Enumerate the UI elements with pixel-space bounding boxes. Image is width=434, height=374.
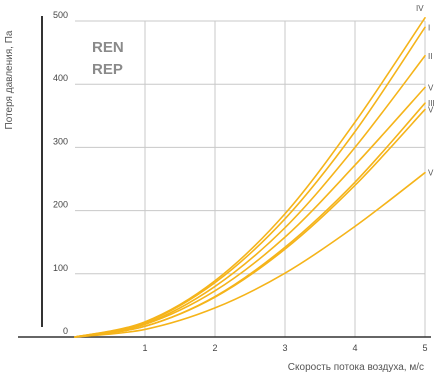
- series-label-VII: VII: [428, 169, 434, 178]
- series-labels: IVIIIVIIIVIVII: [416, 4, 434, 178]
- series-line-VII: [74, 171, 426, 338]
- series-line-IV: [74, 17, 426, 338]
- x-tick-label: 3: [282, 343, 287, 353]
- series-label-V: V: [428, 83, 434, 92]
- y-tick-label: 500: [53, 10, 68, 20]
- series-line-I: [74, 26, 426, 338]
- y-tick-labels: 0 100 200 300 400 500: [53, 10, 68, 336]
- grid-lines: [75, 20, 426, 337]
- y-tick-label: 0: [63, 326, 68, 336]
- x-axis-title: Скорость потока воздуха, м/с: [288, 362, 424, 373]
- x-tick-labels: 1 2 3 4 5: [142, 343, 427, 353]
- series-lines: [74, 17, 426, 338]
- y-axis-title: Потеря давления, Па: [4, 30, 15, 129]
- series-label-VI: VI: [428, 105, 434, 114]
- y-tick-label: 200: [53, 200, 68, 210]
- x-tick-label: 5: [422, 343, 427, 353]
- series-label-III: III: [428, 99, 434, 108]
- model-label-ren: REN: [92, 39, 124, 56]
- series-line-III: [74, 102, 426, 338]
- y-tick-label: 300: [53, 136, 68, 146]
- x-tick-label: 2: [212, 343, 217, 353]
- y-tick-label: 400: [53, 73, 68, 83]
- axes: [18, 16, 431, 338]
- series-label-IV: IV: [416, 4, 424, 13]
- series-line-V: [74, 86, 426, 338]
- y-tick-label: 100: [53, 263, 68, 273]
- series-line-VI: [74, 108, 426, 338]
- model-label-rep: REP: [92, 61, 123, 78]
- x-tick-label: 1: [142, 343, 147, 353]
- series-label-II: II: [428, 52, 432, 61]
- x-tick-label: 4: [352, 343, 357, 353]
- series-label-I: I: [428, 23, 430, 32]
